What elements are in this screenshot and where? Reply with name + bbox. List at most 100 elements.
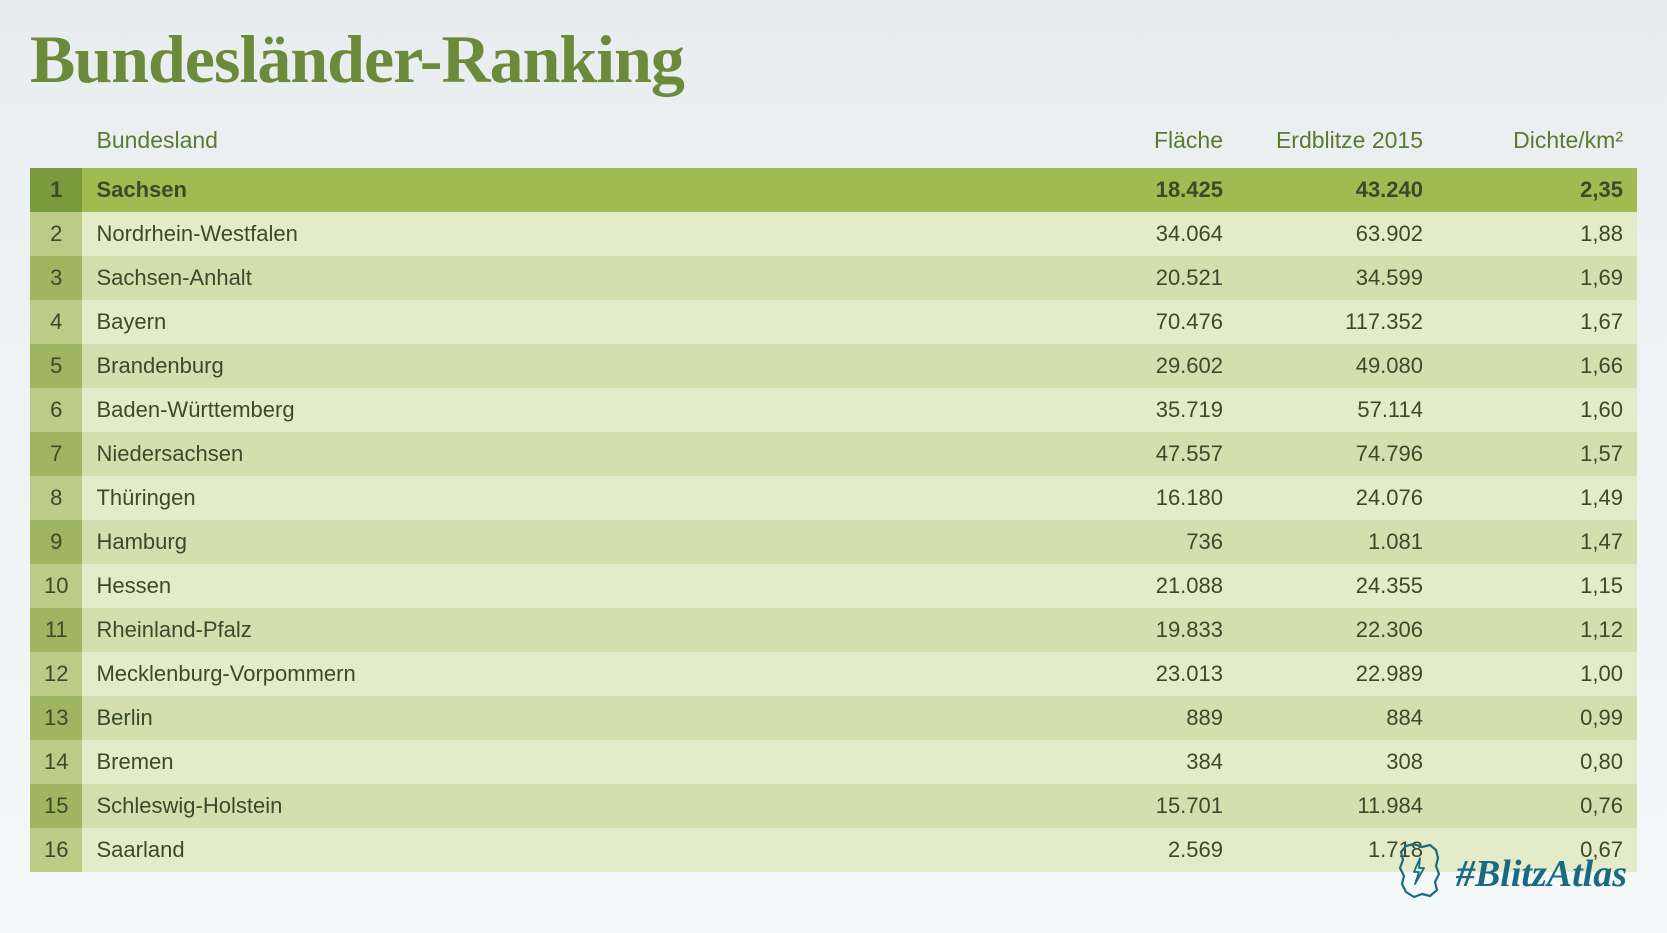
cell-dichte: 0,76 — [1437, 784, 1637, 828]
cell-dichte: 1,47 — [1437, 520, 1637, 564]
cell-dichte: 1,60 — [1437, 388, 1637, 432]
table-row: 14Bremen3843080,80 — [30, 740, 1637, 784]
col-bundesland: Bundesland — [82, 117, 1037, 168]
cell-bundesland: Baden-Württemberg — [82, 388, 1037, 432]
cell-erdblitze: 34.599 — [1237, 256, 1437, 300]
cell-rank: 9 — [30, 520, 82, 564]
cell-dichte: 1,67 — [1437, 300, 1637, 344]
cell-rank: 15 — [30, 784, 82, 828]
cell-dichte: 1,15 — [1437, 564, 1637, 608]
table-header-row: Bundesland Fläche Erdblitze 2015 Dichte/… — [30, 117, 1637, 168]
table-row: 3Sachsen-Anhalt20.52134.5991,69 — [30, 256, 1637, 300]
table-row: 10Hessen21.08824.3551,15 — [30, 564, 1637, 608]
cell-bundesland: Hamburg — [82, 520, 1037, 564]
cell-bundesland: Saarland — [82, 828, 1037, 872]
cell-erdblitze: 24.076 — [1237, 476, 1437, 520]
cell-rank: 4 — [30, 300, 82, 344]
cell-rank: 3 — [30, 256, 82, 300]
cell-flaeche: 29.602 — [1037, 344, 1237, 388]
cell-erdblitze: 308 — [1237, 740, 1437, 784]
footer: #BlitzAtlas — [1392, 842, 1627, 905]
cell-rank: 16 — [30, 828, 82, 872]
cell-flaeche: 70.476 — [1037, 300, 1237, 344]
cell-erdblitze: 1.081 — [1237, 520, 1437, 564]
table-row: 8Thüringen16.18024.0761,49 — [30, 476, 1637, 520]
cell-bundesland: Hessen — [82, 564, 1037, 608]
table-row: 12Mecklenburg-Vorpommern23.01322.9891,00 — [30, 652, 1637, 696]
cell-erdblitze: 22.306 — [1237, 608, 1437, 652]
cell-rank: 12 — [30, 652, 82, 696]
cell-bundesland: Berlin — [82, 696, 1037, 740]
cell-flaeche: 20.521 — [1037, 256, 1237, 300]
cell-bundesland: Sachsen-Anhalt — [82, 256, 1037, 300]
cell-dichte: 1,66 — [1437, 344, 1637, 388]
cell-erdblitze: 57.114 — [1237, 388, 1437, 432]
cell-rank: 10 — [30, 564, 82, 608]
cell-erdblitze: 11.984 — [1237, 784, 1437, 828]
table-row: 2Nordrhein-Westfalen34.06463.9021,88 — [30, 212, 1637, 256]
cell-erdblitze: 884 — [1237, 696, 1437, 740]
table-row: 4Bayern70.476117.3521,67 — [30, 300, 1637, 344]
cell-dichte: 1,69 — [1437, 256, 1637, 300]
cell-dichte: 1,88 — [1437, 212, 1637, 256]
table-row: 5Brandenburg29.60249.0801,66 — [30, 344, 1637, 388]
col-erdblitze: Erdblitze 2015 — [1237, 117, 1437, 168]
col-dichte: Dichte/km² — [1437, 117, 1637, 168]
cell-dichte: 2,35 — [1437, 168, 1637, 212]
cell-bundesland: Nordrhein-Westfalen — [82, 212, 1037, 256]
table-row: 15Schleswig-Holstein15.70111.9840,76 — [30, 784, 1637, 828]
cell-bundesland: Bremen — [82, 740, 1037, 784]
table-row: 13Berlin8898840,99 — [30, 696, 1637, 740]
cell-erdblitze: 74.796 — [1237, 432, 1437, 476]
cell-bundesland: Bayern — [82, 300, 1037, 344]
table-row: 11Rheinland-Pfalz19.83322.3061,12 — [30, 608, 1637, 652]
hashtag-label: #BlitzAtlas — [1456, 852, 1627, 896]
cell-bundesland: Sachsen — [82, 168, 1037, 212]
cell-erdblitze: 24.355 — [1237, 564, 1437, 608]
cell-flaeche: 889 — [1037, 696, 1237, 740]
cell-rank: 8 — [30, 476, 82, 520]
cell-rank: 5 — [30, 344, 82, 388]
cell-rank: 1 — [30, 168, 82, 212]
col-rank — [30, 117, 82, 168]
cell-rank: 13 — [30, 696, 82, 740]
cell-bundesland: Rheinland-Pfalz — [82, 608, 1037, 652]
cell-flaeche: 35.719 — [1037, 388, 1237, 432]
cell-flaeche: 736 — [1037, 520, 1237, 564]
cell-rank: 14 — [30, 740, 82, 784]
cell-erdblitze: 63.902 — [1237, 212, 1437, 256]
cell-bundesland: Brandenburg — [82, 344, 1037, 388]
col-flaeche: Fläche — [1037, 117, 1237, 168]
germany-lightning-icon — [1392, 842, 1444, 905]
cell-flaeche: 2.569 — [1037, 828, 1237, 872]
cell-bundesland: Mecklenburg-Vorpommern — [82, 652, 1037, 696]
cell-bundesland: Niedersachsen — [82, 432, 1037, 476]
cell-bundesland: Schleswig-Holstein — [82, 784, 1037, 828]
table-row: 7Niedersachsen47.55774.7961,57 — [30, 432, 1637, 476]
cell-erdblitze: 117.352 — [1237, 300, 1437, 344]
cell-rank: 2 — [30, 212, 82, 256]
cell-bundesland: Thüringen — [82, 476, 1037, 520]
page-title: Bundesländer-Ranking — [30, 20, 1637, 99]
cell-rank: 11 — [30, 608, 82, 652]
cell-flaeche: 23.013 — [1037, 652, 1237, 696]
cell-flaeche: 19.833 — [1037, 608, 1237, 652]
cell-dichte: 1,57 — [1437, 432, 1637, 476]
table-row: 6Baden-Württemberg35.71957.1141,60 — [30, 388, 1637, 432]
table-row: 1Sachsen18.42543.2402,35 — [30, 168, 1637, 212]
cell-flaeche: 16.180 — [1037, 476, 1237, 520]
cell-erdblitze: 49.080 — [1237, 344, 1437, 388]
cell-dichte: 0,80 — [1437, 740, 1637, 784]
cell-flaeche: 15.701 — [1037, 784, 1237, 828]
cell-flaeche: 384 — [1037, 740, 1237, 784]
ranking-table: Bundesland Fläche Erdblitze 2015 Dichte/… — [30, 117, 1637, 872]
cell-dichte: 1,00 — [1437, 652, 1637, 696]
cell-dichte: 1,49 — [1437, 476, 1637, 520]
cell-flaeche: 47.557 — [1037, 432, 1237, 476]
cell-dichte: 1,12 — [1437, 608, 1637, 652]
cell-flaeche: 34.064 — [1037, 212, 1237, 256]
cell-flaeche: 21.088 — [1037, 564, 1237, 608]
table-row: 9Hamburg7361.0811,47 — [30, 520, 1637, 564]
cell-rank: 7 — [30, 432, 82, 476]
cell-dichte: 0,99 — [1437, 696, 1637, 740]
